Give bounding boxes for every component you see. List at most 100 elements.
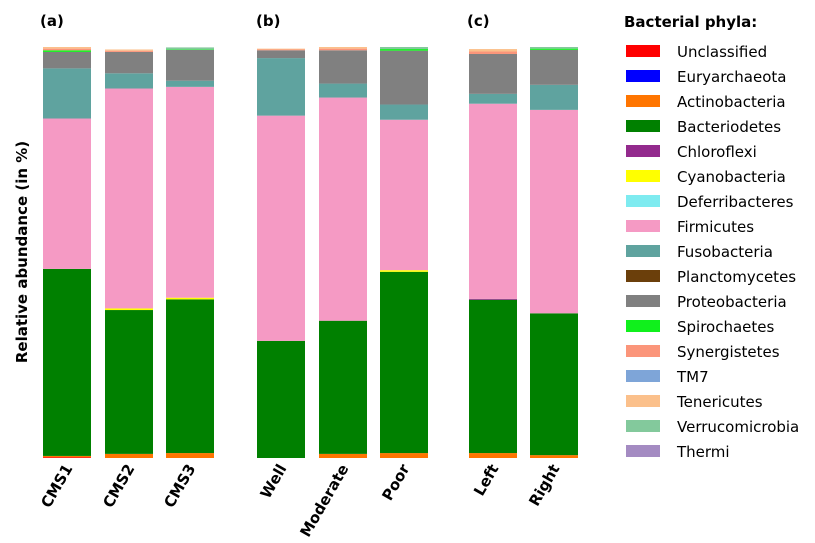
bar-segment-left-bacteriodetes <box>469 299 517 454</box>
legend-swatch <box>626 195 660 207</box>
bar-segment-cms1-proteobacteria <box>43 51 91 69</box>
legend-swatch <box>626 220 660 232</box>
bar-segment-left-actinobacteria <box>469 453 517 458</box>
x-tick-label-cms3: CMS3 <box>160 461 199 511</box>
bar-segment-moderate-actinobacteria <box>319 453 367 458</box>
legend-label: Planctomycetes <box>677 268 796 286</box>
bar-segment-cms1-actinobacteria <box>43 455 91 458</box>
legend-item-tenericutes: Tenericutes <box>626 393 763 411</box>
legend-swatch <box>626 270 660 282</box>
legend-title: Bacterial phyla: <box>624 13 757 31</box>
legend-label: Fusobacteria <box>677 243 773 261</box>
legend-item-synergistetes: Synergistetes <box>626 343 780 361</box>
y-axis-label: Relative abundance (in %) <box>13 141 31 363</box>
x-tick-label-poor: Poor <box>378 460 413 503</box>
bar-segment-left-firmicutes <box>469 103 517 299</box>
bar-segment-poor-cyanobacteria <box>380 270 428 272</box>
bar-segment-cms2-bacteriodetes <box>105 310 153 454</box>
legend-label: Thermi <box>676 443 730 461</box>
bar-segment-poor-verrucomicrobia <box>380 47 428 50</box>
panel-label: (c) <box>467 12 490 30</box>
legend-item-unclassified: Unclassified <box>626 43 767 61</box>
legend-swatch <box>626 245 660 257</box>
bar-segment-cms1-firmicutes <box>43 118 91 269</box>
legend-item-tm7: TM7 <box>626 368 709 386</box>
bar-segment-poor-bacteriodetes <box>380 271 428 454</box>
bar-segment-well-bacteriodetes <box>257 340 305 458</box>
legend-swatch <box>626 395 660 407</box>
bar-segment-cms2-firmicutes <box>105 88 153 309</box>
bar-segment-left-chloroflexi <box>469 298 517 300</box>
bar-segment-well-fusobacteria <box>257 58 305 116</box>
bar-segment-poor-firmicutes <box>380 119 428 271</box>
bar-segment-cms3-bacteriodetes <box>166 299 214 454</box>
legend-item-cyanobacteria: Cyanobacteria <box>626 168 786 186</box>
legend-swatch <box>626 420 660 432</box>
legend-swatch <box>626 120 660 132</box>
bar-segment-cms2-proteobacteria <box>105 51 153 74</box>
legend-item-bacteriodetes: Bacteriodetes <box>626 118 781 136</box>
bar-segment-moderate-synergistetes <box>319 48 367 51</box>
bars-layer <box>43 47 578 458</box>
bar-segment-poor-actinobacteria <box>380 453 428 458</box>
legend-label: Proteobacteria <box>677 293 787 311</box>
x-tick-label-cms1: CMS1 <box>37 461 76 511</box>
legend-swatch <box>626 345 660 357</box>
bar-right <box>530 47 578 458</box>
legend-item-thermi: Thermi <box>626 443 730 461</box>
legend-item-planctomycetes: Planctomycetes <box>626 268 796 286</box>
legend-label: Tenericutes <box>676 393 763 411</box>
bar-segment-cms3-actinobacteria <box>166 453 214 458</box>
legend-label: Verrucomicrobia <box>677 418 799 436</box>
legend-swatch <box>626 70 660 82</box>
legend-item-firmicutes: Firmicutes <box>626 218 754 236</box>
legend-swatch <box>626 370 660 382</box>
bar-segment-cms3-fusobacteria <box>166 80 214 87</box>
panel-label: (b) <box>256 12 280 30</box>
legend-item-chloroflexi: Chloroflexi <box>626 143 757 161</box>
bar-segment-well-proteobacteria <box>257 50 305 59</box>
bar-moderate <box>319 47 367 458</box>
bar-cms2 <box>105 49 153 458</box>
bar-segment-cms3-verrucomicrobia <box>166 47 214 50</box>
bar-segment-right-firmicutes <box>530 109 578 314</box>
bar-segment-cms1-synergistetes <box>43 48 91 51</box>
x-tick-label-well: Well <box>257 461 291 502</box>
legend-swatch <box>626 145 660 157</box>
bar-segment-cms3-proteobacteria <box>166 49 214 81</box>
bar-segment-well-synergistetes <box>257 49 305 51</box>
bar-segment-left-synergistetes <box>469 51 517 54</box>
bar-segment-moderate-fusobacteria <box>319 83 367 98</box>
bar-segment-cms1-spirochaetes <box>43 50 91 52</box>
bar-segment-left-fusobacteria <box>469 93 517 104</box>
legend-label: Synergistetes <box>677 343 780 361</box>
bar-segment-cms1-fusobacteria <box>43 68 91 119</box>
bar-segment-moderate-tenericutes <box>319 47 367 49</box>
legend-label: Bacteriodetes <box>677 118 781 136</box>
legend-item-deferribacteres: Deferribacteres <box>626 193 794 211</box>
legend-label: Chloroflexi <box>677 143 757 161</box>
bar-segment-poor-proteobacteria <box>380 50 428 105</box>
bar-segment-poor-spirochaetes <box>380 49 428 51</box>
bar-segment-left-tenericutes <box>469 49 517 52</box>
legend-swatch <box>626 45 660 57</box>
bar-segment-cms2-synergistetes <box>105 50 153 52</box>
bar-cms1 <box>43 47 91 458</box>
bar-segment-right-proteobacteria <box>530 49 578 85</box>
legend-label: Cyanobacteria <box>677 168 786 186</box>
legend-item-spirochaetes: Spirochaetes <box>626 318 775 336</box>
bar-segment-cms1-tenericutes <box>43 47 91 49</box>
bar-segment-cms1-bacteriodetes <box>43 268 91 456</box>
bar-segment-cms2-cyanobacteria <box>105 308 153 311</box>
legend-item-verrucomicrobia: Verrucomicrobia <box>626 418 799 436</box>
bar-segment-well-firmicutes <box>257 115 305 341</box>
legend-label: Deferribacteres <box>677 193 794 211</box>
legend-label: Unclassified <box>677 43 767 61</box>
bar-segment-right-verrucomicrobia <box>530 47 578 49</box>
bar-segment-cms3-cyanobacteria <box>166 297 214 300</box>
x-tick-label-moderate: Moderate <box>296 461 352 540</box>
legend-item-fusobacteria: Fusobacteria <box>626 243 773 261</box>
bar-left <box>469 49 517 458</box>
bar-segment-right-fusobacteria <box>530 84 578 110</box>
x-tick-label-cms2: CMS2 <box>99 461 138 511</box>
